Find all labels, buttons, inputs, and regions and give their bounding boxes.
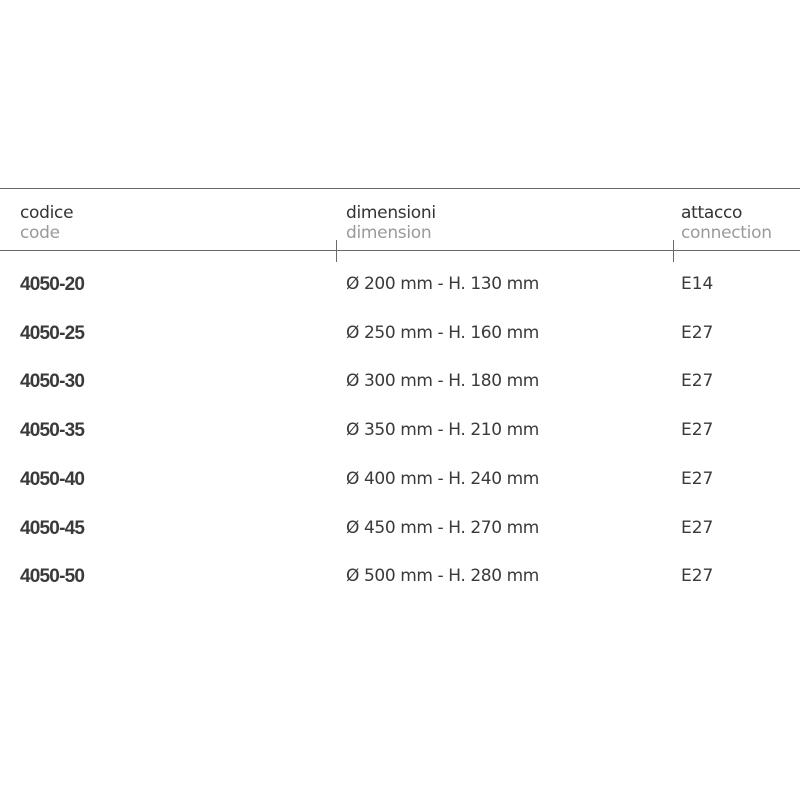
cell-dimension: Ø 400 mm - H. 240 mm (346, 468, 539, 489)
cell-dimension: Ø 300 mm - H. 180 mm (346, 371, 539, 392)
header-label: attacco (681, 203, 743, 223)
cell-code: 4050-35 (20, 420, 85, 442)
table-row: 4050-35 Ø 350 mm - H. 210 mm E27 (0, 420, 800, 450)
cell-code: 4050-25 (20, 322, 85, 344)
column-divider (336, 240, 337, 262)
cell-connection: E27 (681, 420, 714, 441)
cell-dimension: Ø 450 mm - H. 270 mm (346, 517, 539, 538)
cell-connection: E27 (681, 322, 714, 343)
table-row: 4050-30 Ø 300 mm - H. 180 mm E27 (0, 371, 800, 401)
header-dimension: dimensioni dimension (346, 203, 436, 243)
table-row: 4050-50 Ø 500 mm - H. 280 mm E27 (0, 566, 800, 596)
header-rule (0, 250, 800, 251)
cell-connection: E27 (681, 566, 714, 587)
header-label-translation: connection (681, 223, 772, 243)
cell-code: 4050-45 (20, 517, 85, 539)
top-rule (0, 188, 800, 189)
cell-code: 4050-40 (20, 468, 85, 490)
header-code: codice code (20, 203, 74, 243)
cell-dimension: Ø 250 mm - H. 160 mm (346, 322, 539, 343)
cell-code: 4050-50 (20, 566, 85, 588)
header-label: codice (20, 203, 74, 223)
table-row: 4050-40 Ø 400 mm - H. 240 mm E27 (0, 469, 800, 499)
table-row: 4050-45 Ø 450 mm - H. 270 mm E27 (0, 518, 800, 548)
cell-dimension: Ø 500 mm - H. 280 mm (346, 566, 539, 587)
cell-dimension: Ø 200 mm - H. 130 mm (346, 274, 539, 294)
header-connection: attacco connection (681, 203, 772, 243)
cell-connection: E27 (681, 468, 714, 489)
cell-code: 4050-20 (20, 274, 85, 295)
column-divider (673, 240, 674, 262)
cell-dimension: Ø 350 mm - H. 210 mm (346, 420, 539, 441)
table-row: 4050-20 Ø 200 mm - H. 130 mm E14 (0, 274, 800, 304)
header-label-translation: code (20, 223, 60, 243)
cell-connection: E14 (681, 274, 714, 294)
cell-code: 4050-30 (20, 371, 85, 393)
table-row: 4050-25 Ø 250 mm - H. 160 mm E27 (0, 323, 800, 353)
cell-connection: E27 (681, 517, 714, 538)
cell-connection: E27 (681, 371, 714, 392)
header-label: dimensioni (346, 203, 436, 223)
header-label-translation: dimension (346, 223, 432, 243)
